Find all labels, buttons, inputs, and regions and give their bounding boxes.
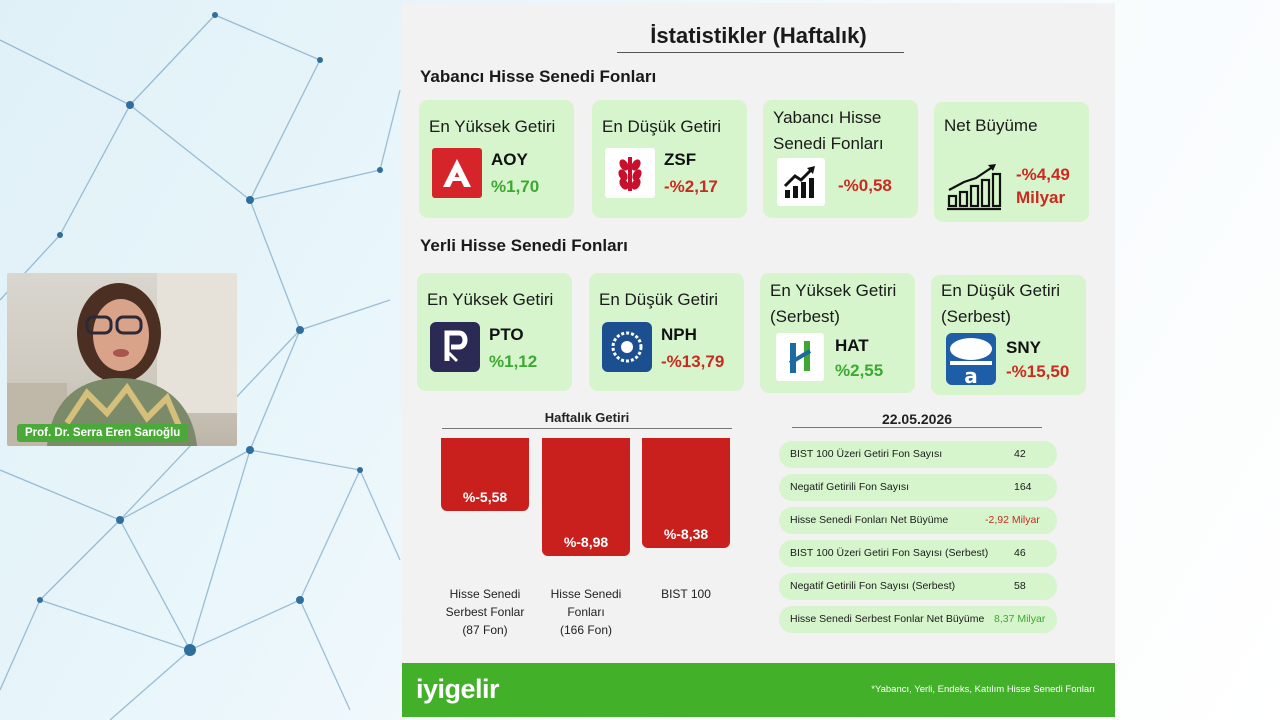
card-domestic-highest-serbest: En Yüksek Getiri (Serbest) HAT %2,55 [760,273,915,393]
card-value: -%15,50 [1006,362,1070,381]
sny-logo-icon: a [946,333,996,385]
slide-footer: iyigelir *Yabancı, Yerli, Endeks, Katılı… [402,663,1115,717]
stat-row: BIST 100 Üzeri Getiri Fon Sayısı (Serbes… [779,540,1057,567]
card-value: %1,70 [491,177,540,196]
stat-value: 42 [1014,448,1026,460]
ziraat-wheat-icon [605,148,655,198]
bar-chart-growth-icon [946,162,1002,212]
svg-text:a: a [964,364,978,385]
stats-divider [792,427,1042,428]
slide-title: İstatistikler (Haftalık) [650,23,867,48]
stat-row: Hisse Senedi Fonları Net Büyüme -2,92 Mil… [779,507,1057,534]
stat-value: 46 [1014,547,1026,559]
stat-row: BIST 100 Üzeri Getiri Fon Sayısı 42 [779,441,1057,468]
stat-row: Negatif Getirili Fon Sayısı 164 [779,474,1057,501]
card-value: -%2,17 [664,177,718,196]
foreign-section-title: Yabancı Hisse Senedi Fonları [420,67,657,86]
brand-logo: iyigelir [416,674,500,704]
stat-row: Negatif Getirili Fon Sayısı (Serbest) 58 [779,573,1057,600]
stat-label: BIST 100 Üzeri Getiri Fon Sayısı (Serbes… [790,547,989,559]
nph-logo-icon [602,322,652,372]
card-title: En Düşük Getiri [602,117,722,136]
chart-bar-label: %-8,98 [563,533,609,550]
card-code: ZSF [664,150,697,169]
aoy-logo-icon [432,148,482,198]
hat-logo-icon [776,333,824,381]
card-code: SNY [1006,338,1041,357]
stat-row: Hisse Senedi Serbest Fonlar Net Büyüme 8,… [779,606,1057,633]
chart-title: Haftalık Getiri [544,410,630,425]
chart-category-label: Hisse Senedi Fonları (166 Fon) [550,587,622,637]
title-underline [617,52,904,53]
stats-date: 22.05.2026 [881,411,953,427]
card-foreign-lowest: En Düşük Getiri ZSF -%2,17 [592,100,747,218]
card-value: -%0,58 [838,176,892,195]
card-code: PTO [489,325,524,344]
stat-value: 8,37 Milyar [994,613,1046,625]
card-title: En Düşük Getiri [599,290,719,309]
chart-bar-label: %-8,38 [663,525,709,542]
stat-label: Hisse Senedi Fonları Net Büyüme [790,514,949,526]
stat-label: BIST 100 Üzeri Getiri Fon Sayısı [790,448,943,460]
presenter-webcam: Prof. Dr. Serra Eren Sarıoğlu [7,273,237,446]
card-code: NPH [661,325,697,344]
chart-category-label: Hisse Senedi Serbest Fonlar (87 Fon) [445,587,525,637]
card-domestic-lowest: En Düşük Getiri NPH -%13,79 [589,273,744,391]
statistics-slide: İstatistikler (Haftalık) Yabancı Hisse S… [402,3,1115,717]
growth-chart-icon [777,158,825,206]
card-title: En Yüksek Getiri [427,290,554,309]
chart-bar [642,438,730,548]
presenter-avatar [7,273,237,446]
chart-axis [442,428,732,429]
stat-label: Hisse Senedi Serbest Fonlar Net Büyüme [790,613,985,625]
chart-bar [441,438,529,512]
card-title: Net Büyüme [944,116,1038,135]
card-value: %2,55 [835,361,884,380]
card-value-amount: -%4,49 [1016,165,1070,184]
card-value: -%13,79 [661,352,725,371]
card-value-unit: Milyar [1016,188,1066,207]
card-title: En Yüksek Getiri [429,117,556,136]
stat-value: 58 [1014,580,1026,592]
card-title-line1: En Yüksek Getiri [770,281,897,300]
card-foreign-highest: En Yüksek Getiri AOY %1,70 [419,100,574,218]
pto-logo-icon [430,322,480,372]
card-title-line2: (Serbest) [941,307,1011,326]
card-title-line2: (Serbest) [770,307,840,326]
card-title-line1: En Düşük Getiri [941,281,1061,300]
card-net-growth: Net Büyüme -%4,49 Milyar [934,102,1089,222]
card-title: Yabancı Hisse Senedi Fonları [773,108,884,153]
card-value: %1,12 [489,352,538,371]
stat-value: -2,92 Milyar [985,514,1040,526]
chart-category-label: BIST 100 [661,587,711,601]
card-foreign-funds: Yabancı Hisse Senedi Fonları -%0,58 [763,100,918,218]
stat-label: Negatif Getirili Fon Sayısı (Serbest) [790,580,956,592]
stat-value: 164 [1014,481,1032,493]
card-code: AOY [491,150,528,169]
footer-note: *Yabancı, Yerli, Endeks, Katılım Hisse S… [871,684,1095,695]
stat-label: Negatif Getirili Fon Sayısı [790,481,910,493]
domestic-section-title: Yerli Hisse Senedi Fonları [420,236,628,255]
presenter-name: Prof. Dr. Serra Eren Sarıoğlu [17,424,189,442]
card-domestic-lowest-serbest: En Düşük Getiri (Serbest) a SNY -%15,50 [931,275,1086,395]
card-domestic-highest: En Yüksek Getiri PTO %1,12 [417,273,572,391]
chart-bar-label: %-5,58 [462,489,508,506]
chart-bar [542,438,630,556]
card-code: HAT [835,336,869,355]
